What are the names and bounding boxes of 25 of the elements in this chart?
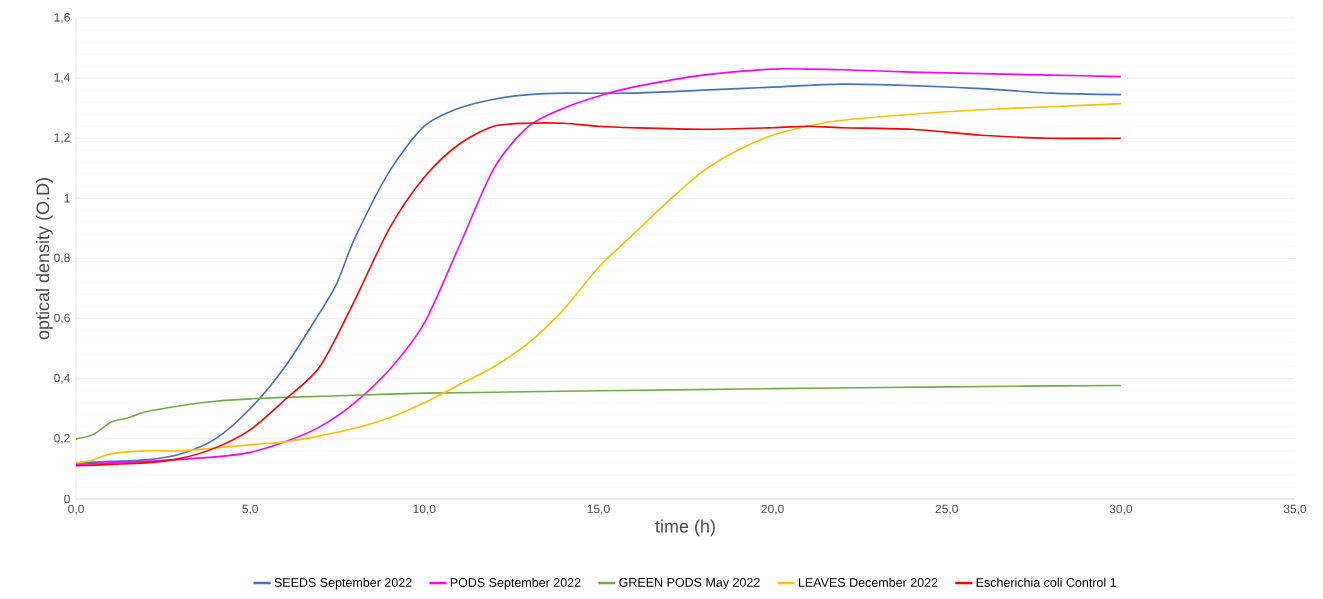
x-tick-label: 25,0 xyxy=(935,504,958,515)
x-tick-label: 5,0 xyxy=(242,504,259,515)
y-tick-label: 1,4 xyxy=(54,73,70,84)
y-tick-label: 1 xyxy=(64,194,70,203)
legend-label: LEAVES December 2022 xyxy=(798,577,938,587)
y-tick-label: 0,8 xyxy=(54,253,70,264)
line-series xyxy=(76,384,1122,440)
y-tick-label: 1,2 xyxy=(54,133,70,144)
legend-label: PODS September 2022 xyxy=(450,577,581,590)
x-tick-label: 30,0 xyxy=(1109,504,1133,515)
x-tick-label: 35,0 xyxy=(1283,504,1307,515)
y-tick-label: 0,6 xyxy=(54,313,70,324)
x-tick-label: 15,0 xyxy=(587,504,610,515)
y-tick-label: 0 xyxy=(64,494,70,504)
legend-label: Escherichia coli Control 1 xyxy=(976,577,1116,587)
y-axis-title: optical density (O.D) xyxy=(36,178,53,340)
y-tick-label: 0,4 xyxy=(54,373,70,384)
legend-label: SEEDS September 2022 xyxy=(274,577,412,590)
y-tick-label: 1,6 xyxy=(54,13,70,23)
x-tick-label: 0,0 xyxy=(68,504,84,515)
x-tick-label: 20,0 xyxy=(761,504,784,515)
y-tick-label: 0,2 xyxy=(54,433,70,444)
legend-label: GREEN PODS May 2022 xyxy=(619,577,760,590)
x-axis-title: time (h) xyxy=(655,519,715,537)
x-tick-label: 10,0 xyxy=(413,504,436,515)
